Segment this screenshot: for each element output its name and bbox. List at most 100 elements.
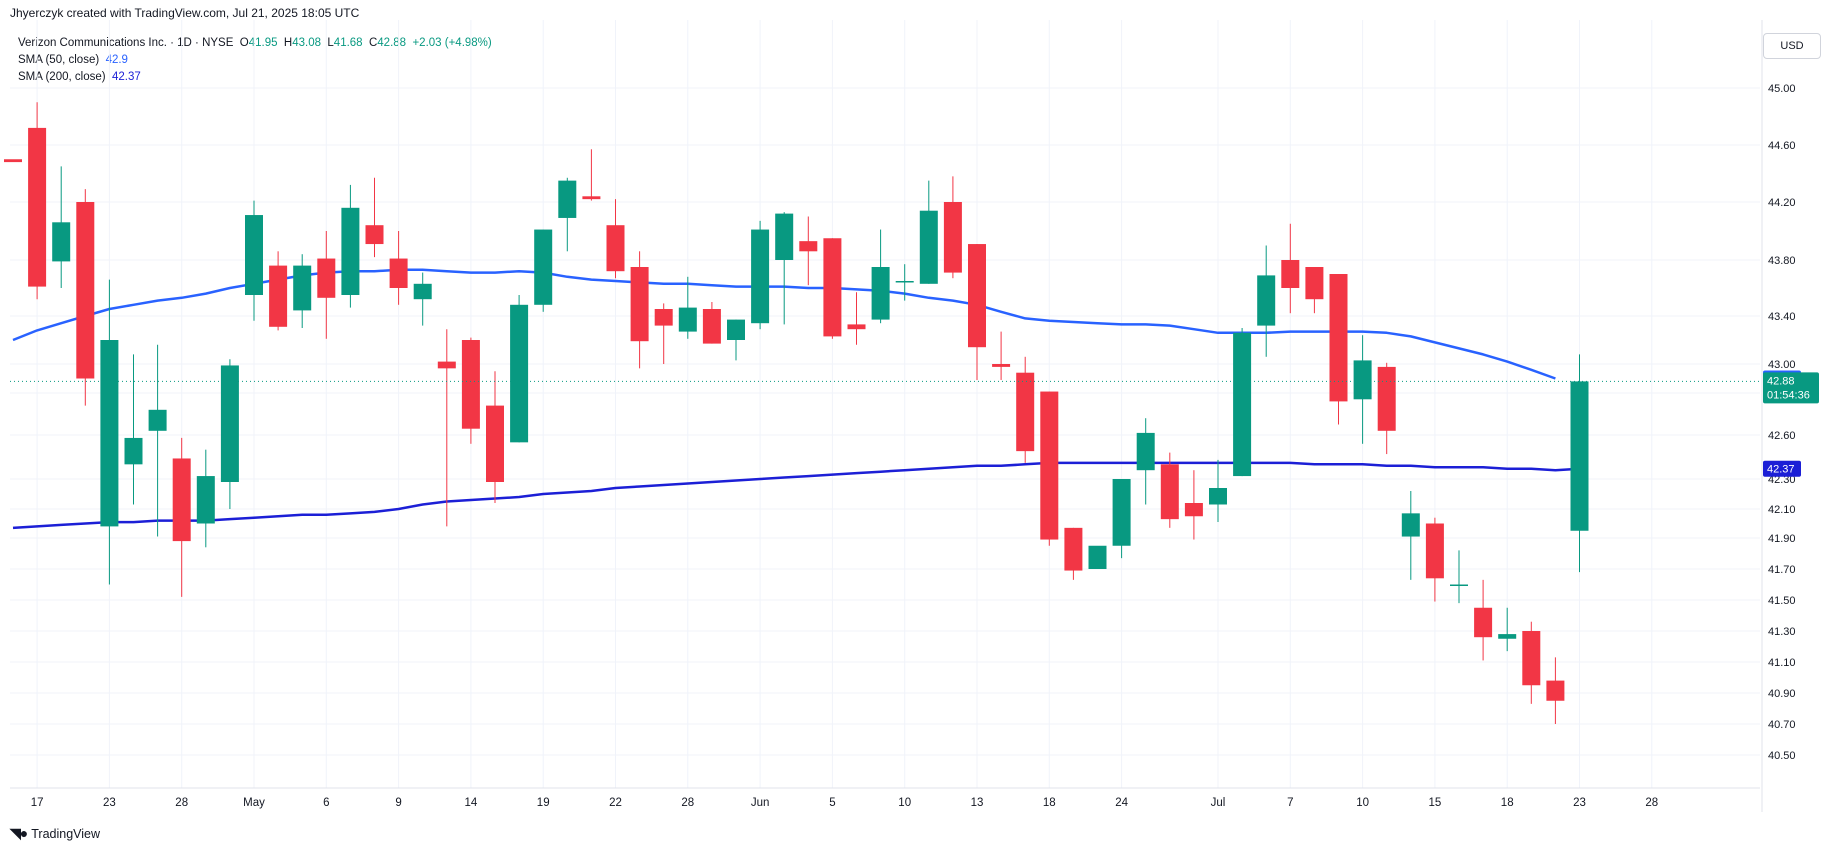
candle: [220, 359, 239, 509]
candle-body: [1112, 479, 1131, 546]
candle-body: [461, 340, 480, 429]
candle-body: [1329, 274, 1348, 402]
candle-body: [871, 267, 890, 320]
legend-sma200-row[interactable]: SMA (200, close) 42.37: [18, 69, 492, 86]
time-tick-label: May: [243, 797, 265, 809]
candle: [558, 177, 577, 252]
candle-body: [76, 202, 95, 379]
candle: [172, 437, 191, 597]
price-tick-label: 43.40: [1768, 311, 1796, 323]
price-axis: 40.50 40.70 40.90 41.10 41.30 41.50 41.70 41.90…: [1768, 83, 1796, 762]
time-tick-label: 14: [465, 797, 478, 809]
candle-body: [823, 238, 842, 337]
candle-body: [1257, 275, 1276, 326]
time-axis: 17 23 28 May 6 9 14 19 22 28 Jun 5 10 13 18 24 Jul 7 10 15 1…: [31, 797, 1658, 809]
candle-body: [1450, 584, 1468, 586]
candle: [1474, 579, 1493, 661]
candle: [196, 449, 215, 548]
candle: [823, 238, 842, 339]
candle: [1281, 223, 1300, 314]
candle: [727, 319, 745, 361]
candle-body: [1546, 680, 1565, 701]
candle-body: [582, 196, 601, 200]
price-tick-label: 44.60: [1768, 140, 1796, 152]
candle: [269, 251, 288, 331]
candle: [534, 229, 553, 312]
legend-high-value: 43.08: [292, 37, 321, 49]
legend-high-label: H: [283, 37, 293, 49]
time-tick-label: 24: [1115, 797, 1128, 809]
candle: [1546, 657, 1565, 724]
legend-low-label: L: [327, 37, 334, 49]
candle-body: [1016, 372, 1035, 452]
candle-body: [1401, 513, 1420, 537]
candle: [245, 200, 263, 321]
price-tags: 42.942.88 01:54:36 42.37: [1763, 370, 1819, 477]
candle-body: [52, 222, 71, 262]
candle-body: [968, 244, 986, 348]
candle: [389, 231, 408, 305]
candle: [702, 302, 721, 344]
last-price-tag-bg: [1763, 372, 1819, 404]
legend-open-value: 41.95: [248, 37, 278, 49]
legend-close-label: C: [368, 37, 378, 49]
footer-brand: TradingView: [31, 826, 101, 841]
candle: [124, 354, 143, 505]
candle: [1040, 391, 1059, 546]
time-tick-label: Jul: [1211, 797, 1226, 809]
candle: [799, 216, 818, 286]
candle-body: [1088, 545, 1107, 569]
candle: [510, 295, 529, 443]
legend-sma50-value: 42.9: [105, 54, 128, 66]
candle: [148, 344, 167, 537]
time-tick-label: 22: [609, 797, 622, 809]
candle-body: [702, 309, 721, 344]
candle: [52, 166, 71, 288]
candle-body: [100, 340, 119, 527]
candle: [1160, 452, 1179, 528]
legend-low-value: 41.68: [333, 37, 363, 49]
chart-byline: Jhyerczyk created with TradingView.com, …: [10, 6, 360, 20]
candle: [582, 149, 601, 201]
candle: [341, 184, 360, 308]
candle: [100, 279, 119, 585]
candle-body: [654, 309, 673, 326]
chart-legend: Verizon Communications Inc. · 1D · NYSE …: [18, 35, 492, 86]
price-tick-label: 45.00: [1768, 83, 1796, 95]
candle: [317, 231, 336, 339]
legend-sma200-label: SMA (200, close): [18, 71, 106, 83]
candle-body: [148, 409, 167, 431]
time-tick-label: 19: [537, 797, 550, 809]
sma200-path: [12, 461, 1580, 530]
candle: [1233, 328, 1252, 477]
legend-close-value: 42.88: [377, 37, 407, 49]
time-tick-label: 7: [1287, 797, 1293, 809]
candle: [293, 254, 312, 328]
candle: [871, 229, 890, 324]
currency-button[interactable]: USD: [1763, 33, 1821, 59]
price-tick-label: 43.00: [1768, 359, 1796, 371]
tradingview-logo-icon[interactable]: ◥●: [10, 825, 28, 841]
time-tick-label: 18: [1043, 797, 1056, 809]
time-tick-label: 5: [829, 797, 835, 809]
time-tick-label: 23: [1573, 797, 1586, 809]
price-tick-label: 41.10: [1768, 657, 1796, 669]
time-tick-label: 18: [1501, 797, 1514, 809]
candle-body: [558, 180, 577, 218]
legend-sma50-row[interactable]: SMA (50, close) 42.9: [18, 52, 492, 69]
legend-symbol[interactable]: Verizon Communications Inc. · 1D · NYSE: [18, 37, 234, 49]
candle: [1257, 245, 1276, 357]
time-tick-label: 9: [395, 797, 401, 809]
candle: [751, 220, 770, 330]
candle-body: [1570, 381, 1589, 531]
time-tick-label: Jun: [751, 797, 770, 809]
time-tick-label: 15: [1429, 797, 1442, 809]
candle: [1088, 545, 1107, 569]
candle: [28, 102, 47, 300]
candle-body: [1209, 488, 1227, 505]
candle-body: [678, 307, 697, 332]
candle: [486, 371, 504, 503]
candle-body: [1160, 464, 1179, 520]
candle: [1016, 356, 1035, 463]
